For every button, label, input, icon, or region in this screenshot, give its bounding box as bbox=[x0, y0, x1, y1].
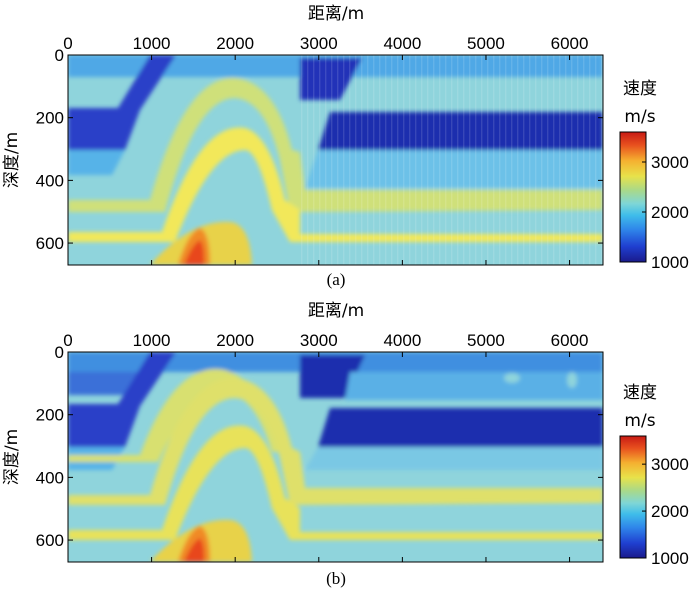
panel-label: (b) bbox=[326, 569, 346, 588]
x-tick-label: 6000 bbox=[551, 331, 589, 350]
x-axis-title: 距离/m bbox=[308, 301, 364, 321]
colorbar-ticks: 1000 2000 3000 bbox=[642, 455, 689, 568]
y-tick-label: 200 bbox=[36, 406, 64, 425]
x-tick-label: 6000 bbox=[551, 34, 589, 53]
low-velocity-layer-right bbox=[318, 408, 603, 447]
x-tick-label: 3000 bbox=[300, 331, 338, 350]
velocity-heatmap bbox=[68, 352, 603, 562]
colorbar-title: 速度 bbox=[623, 79, 657, 99]
reflector-1 bbox=[68, 77, 603, 212]
x-tick-label: 0 bbox=[63, 34, 72, 53]
y-ticks: 0 200 400 600 bbox=[36, 46, 603, 253]
y-tick-label: 0 bbox=[55, 46, 64, 65]
x-ticks: 0 1000 2000 3000 4000 5000 6000 bbox=[63, 331, 588, 562]
colorbar-tick-label: 2000 bbox=[651, 203, 689, 222]
y-tick-label: 600 bbox=[36, 531, 64, 550]
colorbar-title: 速度 bbox=[623, 383, 657, 403]
anomaly bbox=[504, 373, 520, 383]
colorbar-tick-label: 1000 bbox=[651, 549, 689, 568]
y-tick-label: 200 bbox=[36, 109, 64, 128]
low-velocity-layer-left bbox=[68, 352, 176, 447]
x-tick-label: 4000 bbox=[383, 331, 421, 350]
upper-layer-right bbox=[345, 372, 603, 400]
colorbar-unit: m/s bbox=[624, 411, 655, 431]
y-tick-label: 600 bbox=[36, 234, 64, 253]
upper-layer-left bbox=[68, 352, 176, 395]
velocity-heatmap bbox=[68, 55, 603, 265]
high-velocity-core-inner bbox=[184, 538, 205, 562]
x-tick-label: 1000 bbox=[133, 331, 171, 350]
reflector-2 bbox=[68, 425, 603, 540]
y-axis-title: 深度/m bbox=[2, 132, 22, 188]
colorbar-ticks: 1000 2000 3000 bbox=[642, 153, 689, 272]
plot-frame bbox=[67, 351, 604, 563]
colorbar-unit: m/s bbox=[624, 107, 655, 127]
x-tick-label: 0 bbox=[63, 331, 72, 350]
reflector-2 bbox=[68, 127, 603, 242]
colorbar-tick-label: 1000 bbox=[651, 253, 689, 272]
colorbar bbox=[619, 131, 647, 263]
y-tick-label: 400 bbox=[36, 171, 64, 190]
x-tick-label: 2000 bbox=[216, 34, 254, 53]
transition-zone-right bbox=[305, 447, 603, 470]
x-tick-label: 4000 bbox=[383, 34, 421, 53]
y-tick-label: 0 bbox=[55, 343, 64, 362]
high-velocity-core-inner bbox=[184, 240, 205, 265]
panel-label: (a) bbox=[327, 270, 346, 289]
x-tick-label: 2000 bbox=[216, 331, 254, 350]
colorbar bbox=[619, 435, 647, 559]
x-axis-title: 距离/m bbox=[308, 4, 364, 24]
colorbar-tick-label: 3000 bbox=[651, 455, 689, 474]
transition-zone-left bbox=[68, 150, 125, 175]
x-tick-label: 5000 bbox=[467, 34, 505, 53]
colorbar-tick-label: 2000 bbox=[651, 502, 689, 521]
reflector-1 bbox=[68, 377, 603, 505]
y-ticks: 0 200 400 600 bbox=[36, 343, 603, 550]
low-velocity-layer-left bbox=[68, 55, 176, 150]
y-tick-label: 400 bbox=[36, 468, 64, 487]
streak-texture bbox=[300, 55, 603, 265]
anomaly bbox=[567, 372, 577, 388]
plot-frame bbox=[67, 54, 604, 266]
x-tick-label: 3000 bbox=[300, 34, 338, 53]
panel-b: 距离/m bbox=[2, 301, 689, 588]
y-axis-title: 深度/m bbox=[2, 429, 22, 485]
x-ticks: 0 1000 2000 3000 4000 5000 6000 bbox=[63, 34, 588, 265]
x-tick-label: 1000 bbox=[133, 34, 171, 53]
x-tick-label: 5000 bbox=[467, 331, 505, 350]
colorbar-tick-label: 3000 bbox=[651, 153, 689, 172]
